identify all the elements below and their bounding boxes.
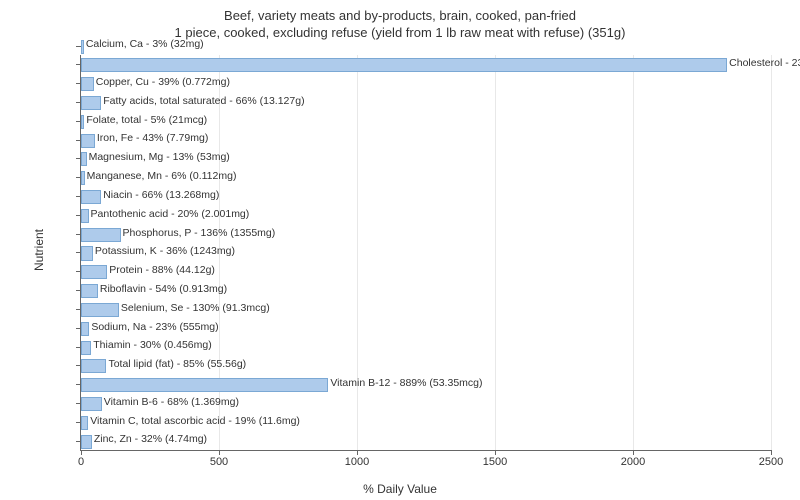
x-tick-mark (219, 450, 220, 455)
bar-row: Thiamin - 30% (0.456mg) (81, 337, 771, 356)
nutrient-bar (81, 359, 106, 373)
nutrition-chart: Beef, variety meats and by-products, bra… (0, 0, 800, 500)
x-tick-label: 500 (210, 456, 228, 468)
x-tick-label: 2000 (621, 456, 645, 468)
x-tick-mark (633, 450, 634, 455)
nutrient-label: Thiamin - 30% (0.456mg) (89, 339, 211, 351)
nutrient-label: Total lipid (fat) - 85% (55.56g) (104, 358, 246, 370)
y-axis-label: Nutrient (32, 229, 46, 271)
nutrient-label: Potassium, K - 36% (1243mg) (91, 245, 235, 257)
nutrient-label: Vitamin C, total ascorbic acid - 19% (11… (86, 415, 300, 427)
nutrient-bar (81, 190, 101, 204)
bar-row: Vitamin B-6 - 68% (1.369mg) (81, 394, 771, 413)
nutrient-label: Manganese, Mn - 6% (0.112mg) (83, 170, 237, 182)
bar-row: Pantothenic acid - 20% (2.001mg) (81, 205, 771, 224)
bar-row: Fatty acids, total saturated - 66% (13.1… (81, 93, 771, 112)
bar-row: Calcium, Ca - 3% (32mg) (81, 36, 771, 55)
bar-row: Riboflavin - 54% (0.913mg) (81, 281, 771, 300)
bar-row: Manganese, Mn - 6% (0.112mg) (81, 168, 771, 187)
title-line-1: Beef, variety meats and by-products, bra… (224, 8, 576, 23)
x-tick-mark (81, 450, 82, 455)
bar-row: Total lipid (fat) - 85% (55.56g) (81, 356, 771, 375)
nutrient-bar (81, 265, 107, 279)
nutrient-label: Fatty acids, total saturated - 66% (13.1… (99, 95, 304, 107)
nutrient-bar (81, 397, 102, 411)
nutrient-label: Protein - 88% (44.12g) (105, 264, 215, 276)
x-tick-mark (495, 450, 496, 455)
bar-row: Sodium, Na - 23% (555mg) (81, 318, 771, 337)
bar-row: Selenium, Se - 130% (91.3mcg) (81, 300, 771, 319)
plot-area: 05001000150020002500Calcium, Ca - 3% (32… (80, 55, 771, 451)
bar-row: Phosphorus, P - 136% (1355mg) (81, 224, 771, 243)
nutrient-bar (81, 228, 121, 242)
nutrient-label: Vitamin B-6 - 68% (1.369mg) (100, 396, 239, 408)
x-tick-mark (771, 450, 772, 455)
x-tick-label: 2500 (759, 456, 783, 468)
bar-row: Magnesium, Mg - 13% (53mg) (81, 149, 771, 168)
bar-row: Zinc, Zn - 32% (4.74mg) (81, 431, 771, 450)
nutrient-label: Riboflavin - 54% (0.913mg) (96, 283, 227, 295)
bar-row: Vitamin B-12 - 889% (53.35mcg) (81, 375, 771, 394)
x-tick-label: 1500 (483, 456, 507, 468)
nutrient-label: Calcium, Ca - 3% (32mg) (82, 38, 204, 50)
nutrient-label: Copper, Cu - 39% (0.772mg) (92, 76, 230, 88)
nutrient-bar (81, 303, 119, 317)
nutrient-label: Phosphorus, P - 136% (1355mg) (119, 227, 276, 239)
nutrient-bar (81, 378, 328, 392)
nutrient-label: Iron, Fe - 43% (7.79mg) (93, 132, 208, 144)
x-tick-label: 1000 (345, 456, 369, 468)
bar-row: Vitamin C, total ascorbic acid - 19% (11… (81, 412, 771, 431)
bar-row: Iron, Fe - 43% (7.79mg) (81, 130, 771, 149)
nutrient-label: Folate, total - 5% (21mcg) (82, 114, 207, 126)
nutrient-label: Sodium, Na - 23% (555mg) (87, 321, 218, 333)
bar-row: Potassium, K - 36% (1243mg) (81, 243, 771, 262)
bar-row: Niacin - 66% (13.268mg) (81, 187, 771, 206)
gridline (771, 55, 772, 450)
nutrient-label: Vitamin B-12 - 889% (53.35mcg) (326, 377, 482, 389)
x-axis-label: % Daily Value (363, 482, 437, 496)
bar-row: Folate, total - 5% (21mcg) (81, 111, 771, 130)
nutrient-bar (81, 58, 727, 72)
nutrient-label: Pantothenic acid - 20% (2.001mg) (87, 208, 250, 220)
bar-row: Copper, Cu - 39% (0.772mg) (81, 74, 771, 93)
nutrient-label: Zinc, Zn - 32% (4.74mg) (90, 433, 207, 445)
nutrient-bar (81, 96, 101, 110)
nutrient-label: Selenium, Se - 130% (91.3mcg) (117, 302, 270, 314)
nutrient-label: Niacin - 66% (13.268mg) (99, 189, 219, 201)
bar-row: Cholesterol - 2334% (7002mg) (81, 55, 771, 74)
bar-row: Protein - 88% (44.12g) (81, 262, 771, 281)
x-tick-label: 0 (78, 456, 84, 468)
x-tick-mark (357, 450, 358, 455)
nutrient-label: Magnesium, Mg - 13% (53mg) (85, 151, 230, 163)
nutrient-label: Cholesterol - 2334% (7002mg) (725, 57, 800, 69)
